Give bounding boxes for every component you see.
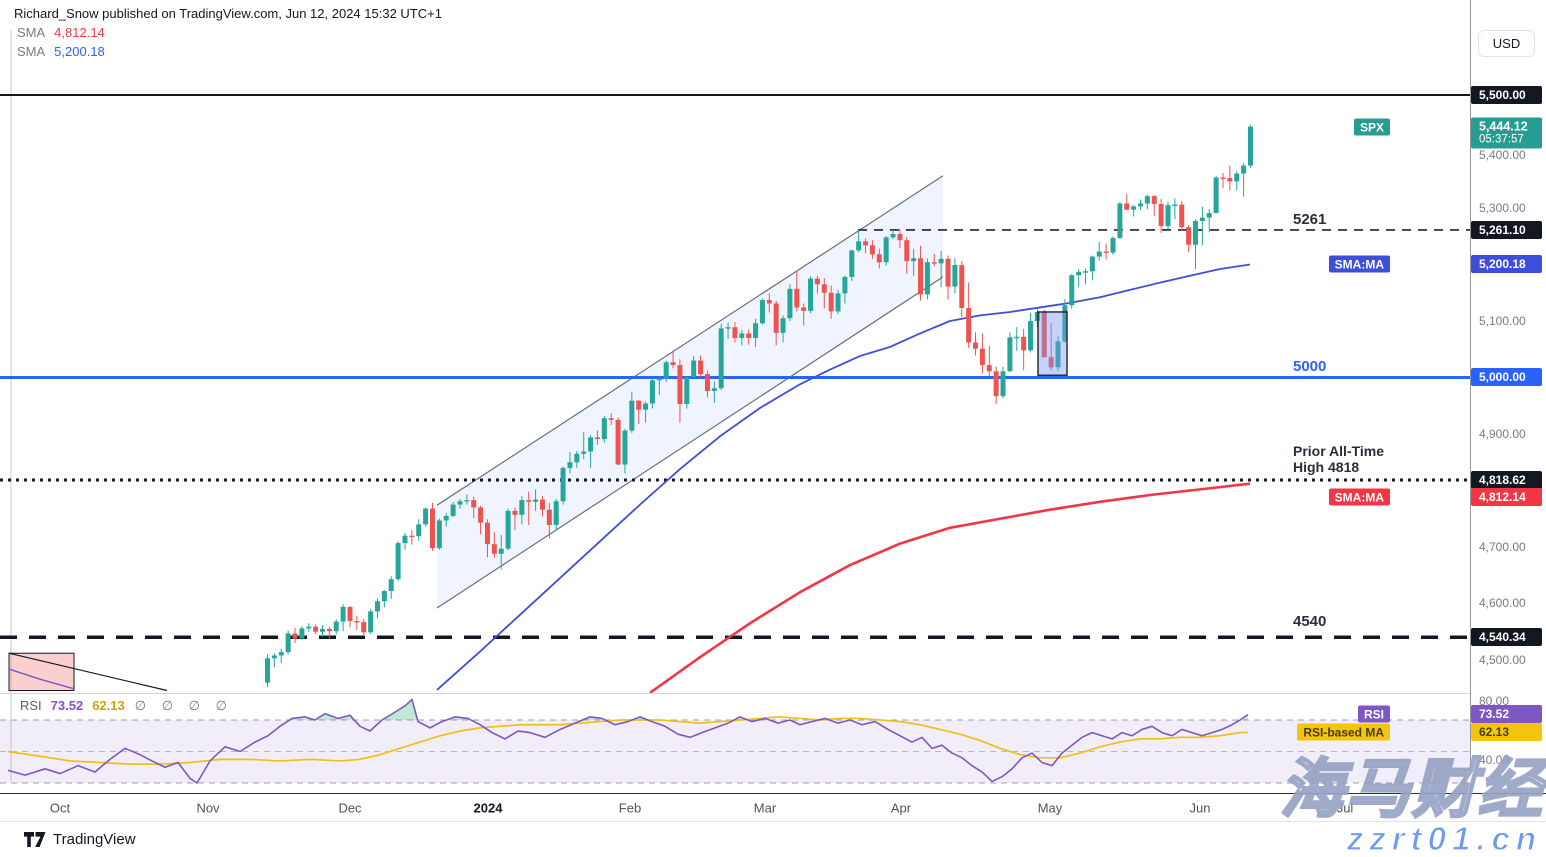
time-label-Jun: Jun [1189, 800, 1211, 815]
tradingview-logo-text: TradingView [53, 831, 136, 848]
time-axis[interactable]: Oct Nov Dec 2024 Feb Mar Apr May Jun Jul [0, 793, 1546, 822]
rsi-overbought-fill [315, 713, 355, 720]
currency-button[interactable]: USD [1478, 30, 1535, 57]
time-label-May: May [1037, 800, 1063, 815]
rsi-null-values: ∅ ∅ ∅ ∅ [134, 698, 233, 713]
axis-label-5,100.00: 5,100.00 [1479, 314, 1526, 328]
highlight-box[interactable] [1037, 311, 1068, 376]
tradingview-logo-icon [24, 832, 46, 847]
time-label-Dec: Dec [338, 800, 362, 815]
tradingview-brand[interactable]: TradingView [24, 831, 136, 848]
axis-label-40.00: 40.00 [1479, 753, 1510, 767]
axis-label-5,400.00: 5,400.00 [1479, 148, 1526, 162]
annotation-5261: 5261 [1293, 211, 1326, 228]
time-label-Oct: Oct [49, 800, 71, 815]
time-label-2024: 2024 [473, 800, 503, 815]
float-label-rsi-based-ma: RSI-based MA [1297, 723, 1390, 741]
old-purple-line [8, 668, 75, 690]
axis-label-4,500.00: 4,500.00 [1479, 653, 1526, 667]
float-label-sma-ma: SMA:MA [1328, 255, 1390, 273]
sma-legend-blue: SMA 5,200.18 [14, 44, 442, 59]
time-label-Nov: Nov [196, 800, 220, 815]
time-label-Mar: Mar [753, 800, 777, 815]
axis-badge-5,000.00: 5,000.00 [1471, 368, 1542, 386]
rsi-title: RSI [20, 698, 42, 713]
rsi-legend: RSI 73.52 62.13 ∅ ∅ ∅ ∅ [20, 698, 233, 714]
publish-info: Richard_Snow published on TradingView.co… [14, 6, 442, 21]
float-label-spx: SPX [1353, 118, 1390, 136]
time-label-Apr: Apr [890, 800, 912, 815]
chart-header: Richard_Snow published on TradingView.co… [14, 6, 442, 59]
axis-label-80.00: 80.00 [1479, 694, 1510, 708]
price-axis[interactable]: USD 5,400.00 5,300.00 5,100.00 4,900.00 4,70… [1470, 0, 1546, 793]
float-label-sma-ma: SMA:MA [1328, 488, 1390, 506]
candles-group [265, 124, 1253, 688]
old-channel-line[interactable] [8, 652, 168, 692]
rsi-line [7, 698, 1249, 784]
bar-countdown: 05:37:57 [1479, 133, 1524, 146]
annotation-prior-all-time: Prior All-Time [1293, 443, 1384, 459]
sma-legend-red: SMA 4,812.14 [14, 25, 442, 40]
sma-value-red: 4,812.14 [54, 25, 105, 40]
sma-50-line [436, 263, 1251, 691]
pane-separator [0, 693, 1546, 694]
sma-value-blue: 5,200.18 [54, 44, 105, 59]
axis-label-4,600.00: 4,600.00 [1479, 596, 1526, 610]
axis-badge-5,500.00: 5,500.00 [1471, 86, 1542, 104]
rsi-overbought-fill [446, 716, 471, 720]
axis-badge-4,540.34: 4,540.34 [1471, 628, 1542, 646]
axis-badge-4,812.14: 4,812.14 [1471, 488, 1542, 506]
rsi-value: 73.52 [50, 698, 84, 713]
chart-area[interactable]: 5261 5000 Prior All-Time High 4818 4540 Rich… [0, 0, 1470, 793]
channel-upper-line[interactable] [436, 175, 944, 506]
annotation-5000: 5000 [1293, 358, 1326, 375]
rsi-overbought-fill [289, 716, 315, 720]
axis-badge-62.13: 62.13 [1471, 723, 1542, 741]
axis-label-4,700.00: 4,700.00 [1479, 540, 1526, 554]
trend-channel[interactable] [437, 175, 943, 609]
rsi-ma-value: 62.13 [92, 698, 125, 713]
axis-label-5,300.00: 5,300.00 [1479, 201, 1526, 215]
sma-label: SMA [17, 44, 46, 59]
sma-200-line [649, 482, 1251, 694]
time-label-Jul: Jul [1336, 800, 1354, 815]
last-price-badge: 5,444.12 05:37:57 [1471, 117, 1542, 149]
last-price: 5,444.12 [1479, 119, 1528, 134]
axis-label-4,900.00: 4,900.00 [1479, 427, 1526, 441]
axis-badge-5,261.10: 5,261.10 [1471, 221, 1542, 239]
axis-badge-5,200.18: 5,200.18 [1471, 255, 1542, 273]
annotation-4540: 4540 [1293, 613, 1326, 630]
channel-lower-line[interactable] [436, 276, 944, 609]
time-label-Feb: Feb [618, 800, 642, 815]
rsi-ma-line [7, 715, 1249, 765]
axis-badge-73.52: 73.52 [1471, 705, 1542, 723]
annotation-high-4818: High 4818 [1293, 459, 1359, 475]
axis-badge-4,818.62: 4,818.62 [1471, 471, 1542, 489]
float-label-rsi: RSI [1357, 705, 1390, 723]
watermark-url: zzrt01.cn [1346, 820, 1542, 857]
sma-label: SMA [17, 25, 46, 40]
